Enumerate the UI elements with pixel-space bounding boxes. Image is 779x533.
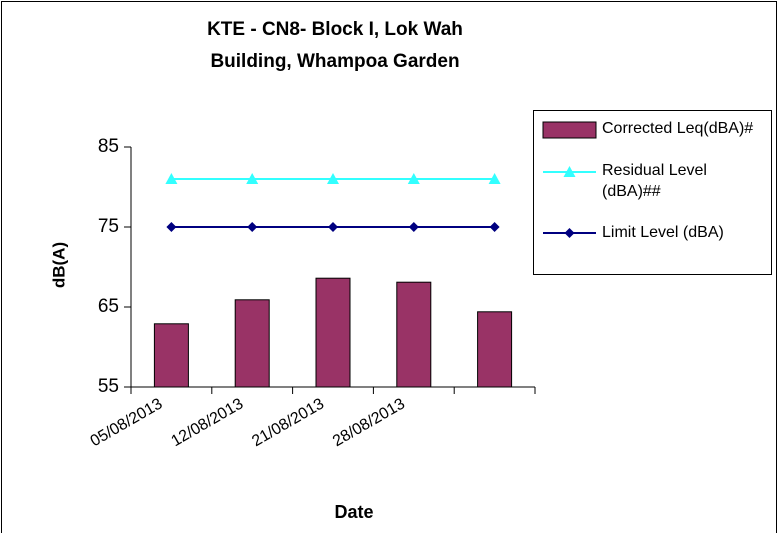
bar — [234, 299, 270, 388]
marker-diamond — [564, 228, 575, 238]
y-tick-label: 55 — [98, 376, 119, 397]
y-tick-label: 75 — [98, 216, 119, 237]
bar — [153, 323, 189, 388]
marker-diamond — [166, 222, 177, 232]
marker-triangle — [488, 173, 501, 184]
legend-label: Corrected Leq(dBA)# — [602, 120, 754, 137]
marker-diamond — [247, 222, 258, 232]
marker-triangle — [327, 173, 339, 184]
marker-diamond — [408, 222, 419, 232]
marker-diamond — [328, 222, 338, 232]
marker-triangle — [165, 173, 178, 184]
marker-diamond — [489, 222, 500, 232]
marker-triangle — [563, 166, 576, 177]
y-tick-label: 85 — [98, 136, 119, 157]
y-tick-label: 65 — [98, 296, 119, 317]
bar — [396, 281, 432, 388]
marker-triangle — [407, 173, 420, 184]
y-axis-label: dB(A) — [49, 242, 68, 288]
legend-swatch — [542, 121, 597, 139]
legend-label: Residual Level (dBA)## — [602, 162, 707, 200]
chart-title: KTE - CN8- Block I, Lok Wah Building, Wh… — [207, 19, 463, 72]
bar — [477, 311, 513, 388]
marker-triangle — [246, 173, 259, 184]
bar — [315, 277, 351, 388]
legend-label: Limit Level (dBA) — [602, 224, 724, 241]
x-axis-label: Date — [334, 502, 373, 522]
